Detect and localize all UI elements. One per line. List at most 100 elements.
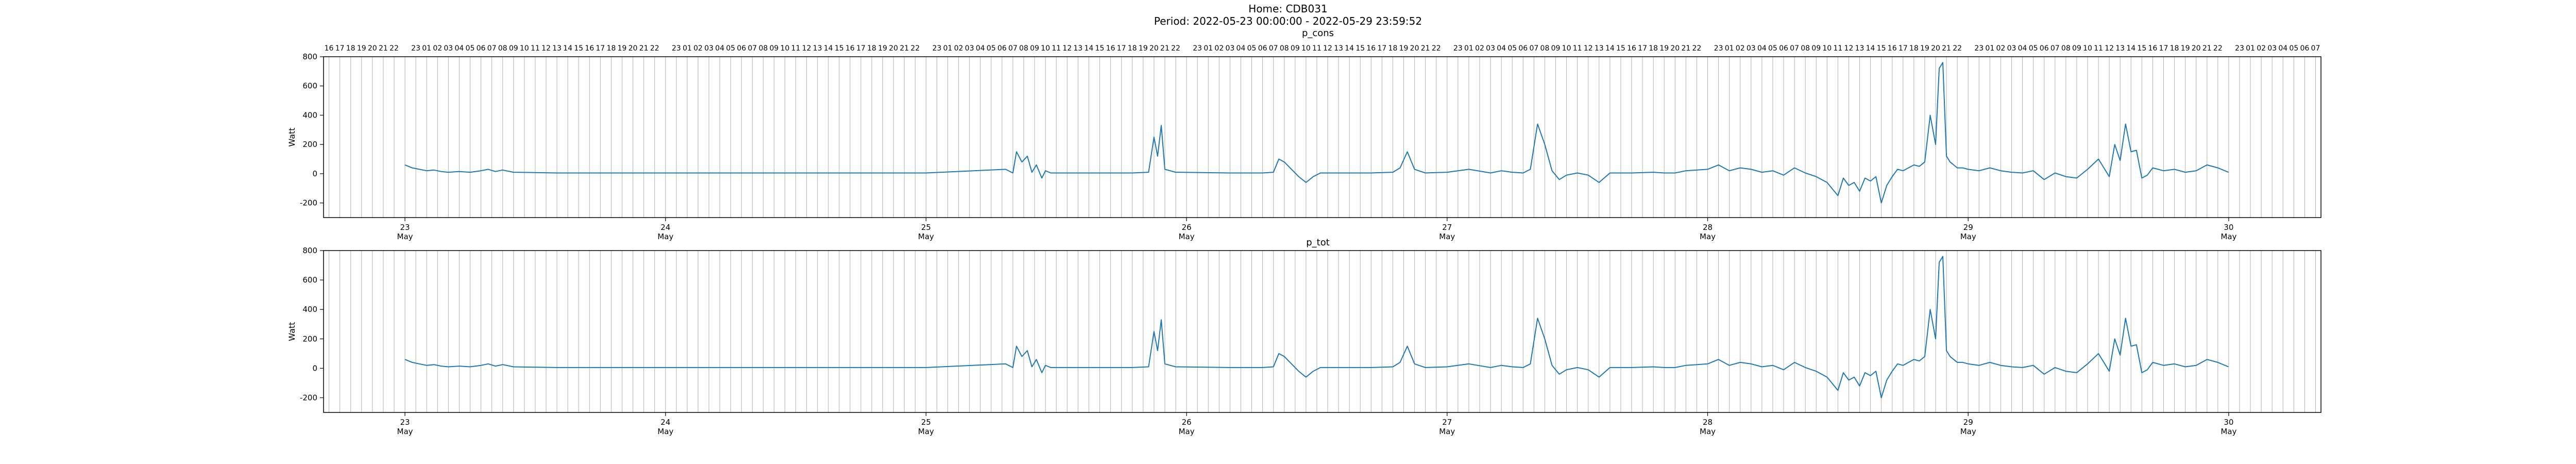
top-hour-label: 17 [335, 44, 345, 53]
y-tick-label: 600 [302, 81, 317, 91]
top-hour-label: 06 [1258, 44, 1267, 53]
top-hour-label: 03 [2007, 44, 2016, 53]
y-tick-label: 200 [302, 140, 317, 149]
top-hour-label: 03 [1747, 44, 1756, 53]
top-hour-label: 05 [2289, 44, 2298, 53]
top-hour-label: 05 [466, 44, 475, 53]
top-hour-label: 07 [487, 44, 497, 53]
x-tick-sublabel: May [1700, 232, 1716, 241]
top-hour-label: 23 [2235, 44, 2244, 53]
top-hour-label: 02 [1475, 44, 1484, 53]
x-tick-label: 29 [1963, 418, 1973, 427]
x-tick-label: 27 [1442, 418, 1452, 427]
panel-p-tot: p_tot -2000200400600800Watt23May24May25M… [287, 237, 2321, 436]
top-hour-label: 18 [1649, 44, 1658, 53]
top-hour-label: 20 [368, 44, 377, 53]
top-hour-label: 20 [1410, 44, 1419, 53]
top-hour-label: 05 [1247, 44, 1257, 53]
x-tick-sublabel: May [1439, 427, 1455, 436]
top-hour-label: 18 [867, 44, 876, 53]
top-hour-label: 01 [1464, 44, 1473, 53]
top-hour-label: 16 [845, 44, 855, 53]
top-hour-label: 01 [943, 44, 953, 53]
x-tick-sublabel: May [657, 427, 673, 436]
top-hour-label: 04 [715, 44, 724, 53]
top-hour-label: 22 [1953, 44, 1962, 53]
top-hour-label: 05 [987, 44, 996, 53]
top-hour-label: 06 [997, 44, 1007, 53]
top-hour-label: 03 [1486, 44, 1495, 53]
top-hour-label: 13 [1855, 44, 1865, 53]
top-hour-label: 18 [1909, 44, 1919, 53]
top-hour-label: 06 [1779, 44, 1788, 53]
top-hour-label: 09 [2072, 44, 2081, 53]
y-tick-label: -200 [300, 198, 317, 208]
x-tick-label: 30 [2224, 223, 2233, 232]
top-hour-label: 04 [454, 44, 464, 53]
top-hour-label: 08 [758, 44, 768, 53]
top-hour-label: 15 [2137, 44, 2146, 53]
top-hour-label: 07 [1269, 44, 1278, 53]
axes-frame [323, 56, 2321, 218]
series-line-p_cons [404, 62, 2229, 204]
top-hour-label: 19 [1659, 44, 1669, 53]
top-hour-label: 13 [1073, 44, 1082, 53]
top-hour-label: 04 [1757, 44, 1767, 53]
top-hour-label: 01 [1985, 44, 1994, 53]
top-hour-label: 03 [1225, 44, 1234, 53]
hour-gridlines [329, 251, 2316, 412]
top-hour-label: 01 [1725, 44, 1734, 53]
x-tick-sublabel: May [397, 232, 413, 241]
top-hour-label: 14 [2126, 44, 2136, 53]
top-hour-label: 04 [1236, 44, 1246, 53]
top-hour-label: 10 [520, 44, 529, 53]
top-hour-label: 20 [1931, 44, 1940, 53]
top-hour-label: 04 [2018, 44, 2027, 53]
top-hour-label: 11 [1312, 44, 1321, 53]
top-hour-label: 16 [325, 44, 334, 53]
top-hour-label: 19 [878, 44, 887, 53]
x-tick-label: 24 [660, 223, 670, 232]
x-tick-sublabel: May [397, 427, 413, 436]
top-hour-label: 14 [1084, 44, 1094, 53]
top-hour-label: 21 [2202, 44, 2212, 53]
y-tick-label: 200 [302, 334, 317, 343]
top-hour-label: 06 [737, 44, 746, 53]
top-hour-label: 02 [433, 44, 442, 53]
top-hour-label: 18 [2170, 44, 2179, 53]
top-hour-labels: 16 17 18 19 20 21 22 23 01 02 03 04 05 06 07 08 09 10 11 12… [325, 44, 2320, 53]
top-hour-label: 21 [639, 44, 649, 53]
top-hour-label: 19 [618, 44, 627, 53]
top-hour-label: 02 [1214, 44, 1224, 53]
top-hour-label: 22 [910, 44, 920, 53]
top-hour-label: 12 [2105, 44, 2114, 53]
top-hour-label: 19 [2181, 44, 2190, 53]
top-hour-label: 23 [672, 44, 681, 53]
top-hour-label: 01 [683, 44, 692, 53]
top-hour-label: 23 [1453, 44, 1463, 53]
top-hour-label: 12 [541, 44, 551, 53]
x-tick-label: 28 [1703, 418, 1713, 427]
top-hour-label: 12 [1844, 44, 1854, 53]
top-hour-label: 23 [933, 44, 942, 53]
x-tick-sublabel: May [1960, 427, 1976, 436]
top-hour-label: 16 [1106, 44, 1115, 53]
top-hour-label: 20 [1149, 44, 1159, 53]
top-hour-label: 06 [477, 44, 486, 53]
top-hour-label: 11 [791, 44, 801, 53]
top-hour-label: 14 [824, 44, 833, 53]
top-hour-label: 18 [1388, 44, 1398, 53]
panel-title-p-cons: p_cons [1302, 28, 1334, 39]
x-tick-label: 28 [1703, 223, 1713, 232]
top-hour-label: 09 [509, 44, 518, 53]
x-tick-label: 27 [1442, 223, 1452, 232]
top-hour-label: 08 [2061, 44, 2071, 53]
top-hour-label: 20 [2192, 44, 2201, 53]
top-hour-label: 11 [531, 44, 540, 53]
top-hour-label: 15 [1616, 44, 1625, 53]
top-hour-label: 22 [1432, 44, 1441, 53]
x-tick-label: 25 [921, 418, 931, 427]
y-tick-label: 400 [302, 110, 317, 120]
top-hour-label: 08 [1801, 44, 1810, 53]
top-hour-label: 23 [411, 44, 420, 53]
